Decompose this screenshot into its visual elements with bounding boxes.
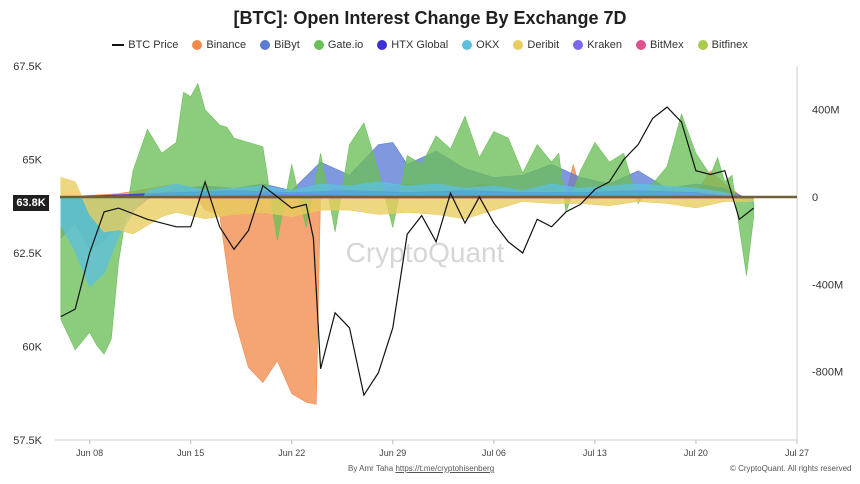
legend-swatch [636, 40, 647, 50]
x-tick-label: Jun 29 [379, 448, 406, 458]
x-tick-label: Jul 06 [482, 448, 506, 458]
x-tick-label: Jun 15 [177, 448, 204, 458]
legend-label: OKX [476, 39, 500, 51]
x-tick-label: Jul 27 [785, 448, 809, 458]
btc-price-line [60, 106, 755, 397]
legend-item[interactable]: BiByt [260, 39, 300, 51]
legend-swatch [313, 40, 324, 50]
legend-label: BitMex [650, 39, 684, 51]
legend-item[interactable]: Bitfinex [697, 39, 748, 51]
legend-label: Deribit [527, 39, 560, 51]
legend-label: Gate.io [327, 39, 364, 51]
legend-swatch [260, 40, 271, 50]
chart-legend: BTC Price Binance BiByt Gate.io HTX Global OK… [0, 39, 860, 51]
legend-label: Kraken [587, 39, 623, 51]
y-left-tick-label: 65K [22, 155, 42, 167]
legend-swatch [697, 40, 708, 50]
area-okx [60, 181, 754, 288]
footer-author-text: By Amr Taha [348, 464, 396, 473]
watermark: CryptoQuant [346, 237, 505, 268]
x-tick-label: Jul 20 [684, 448, 708, 458]
legend-item[interactable]: Kraken [573, 39, 622, 51]
y-left-tick-label: 67.5K [13, 61, 42, 73]
legend-item[interactable]: BTC Price [112, 39, 178, 51]
y-right-tick-label: -400M [812, 279, 843, 291]
footer-author: By Amr Taha https://t.me/cryptohisenberg [348, 464, 494, 473]
legend-label: Binance [206, 39, 247, 51]
x-tick-label: Jun 08 [76, 448, 103, 458]
y-left-tick-label: 60K [22, 342, 42, 354]
legend-swatch [377, 40, 388, 50]
y-right-tick-label: 400M [812, 105, 840, 117]
y-left-tick-label: 62.5K [13, 248, 42, 260]
y-right-tick-label: 0 [812, 192, 818, 204]
legend-label: HTX Global [391, 39, 449, 51]
x-tick-label: Jul 13 [583, 448, 607, 458]
legend-label: Bitfinex [711, 39, 748, 51]
legend-item[interactable]: Deribit [513, 39, 559, 51]
footer-copyright: © CryptoQuant. All rights reserved [730, 464, 852, 473]
footer-link[interactable]: https://t.me/cryptohisenberg [395, 464, 495, 473]
current-price-tag: 63.8K [13, 195, 49, 211]
legend-item[interactable]: Gate.io [313, 39, 364, 51]
legend-swatch [192, 40, 203, 50]
x-tick-label: Jun 22 [278, 448, 305, 458]
legend-swatch [112, 44, 125, 46]
chart-title: [BTC]: Open Interest Change By Exchange … [233, 8, 627, 28]
area-deribit [60, 176, 754, 235]
legend-label: BiByt [274, 39, 300, 51]
legend-label: BTC Price [128, 39, 179, 51]
legend-swatch [462, 40, 473, 50]
legend-item[interactable]: OKX [462, 39, 499, 51]
legend-swatch [573, 40, 584, 50]
legend-item[interactable]: HTX Global [377, 39, 448, 51]
legend-item[interactable]: Binance [192, 39, 246, 51]
y-left-tick-label: 57.5K [13, 435, 42, 447]
y-right-tick-label: -800M [812, 367, 843, 379]
area-gate-io [60, 82, 754, 355]
legend-item[interactable]: BitMex [636, 39, 684, 51]
legend-swatch [513, 40, 524, 50]
